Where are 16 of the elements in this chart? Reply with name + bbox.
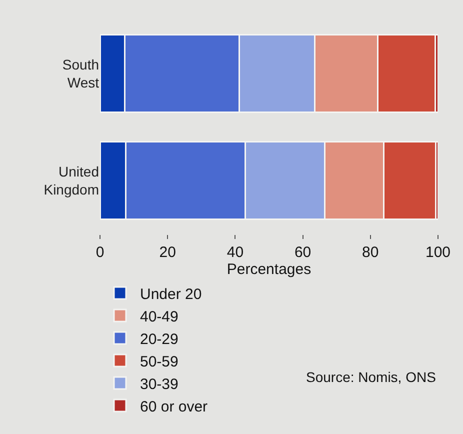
legend-label: 30-39 xyxy=(140,376,178,393)
x-tick-label: 20 xyxy=(159,244,176,261)
x-tick-label: 0 xyxy=(96,244,104,261)
legend-label: 40-49 xyxy=(140,308,178,326)
text: Source: Nomis, ONS xyxy=(306,369,436,385)
legend-label: Under 20 xyxy=(140,286,202,303)
y-tick-label: South West xyxy=(62,56,100,90)
x-tick-label: 80 xyxy=(362,244,379,261)
legend-label: 50-59 xyxy=(140,353,178,370)
x-tick-label: 60 xyxy=(294,244,312,261)
legend-label: 20-29 xyxy=(140,330,178,348)
y-tick-label: United Kingdom xyxy=(44,163,99,198)
x-axis-title: Percentages xyxy=(226,261,312,278)
x-tick-label: 100 xyxy=(425,244,451,261)
legend-label: 60 or over xyxy=(140,398,208,416)
x-tick-label: 40 xyxy=(226,244,244,261)
